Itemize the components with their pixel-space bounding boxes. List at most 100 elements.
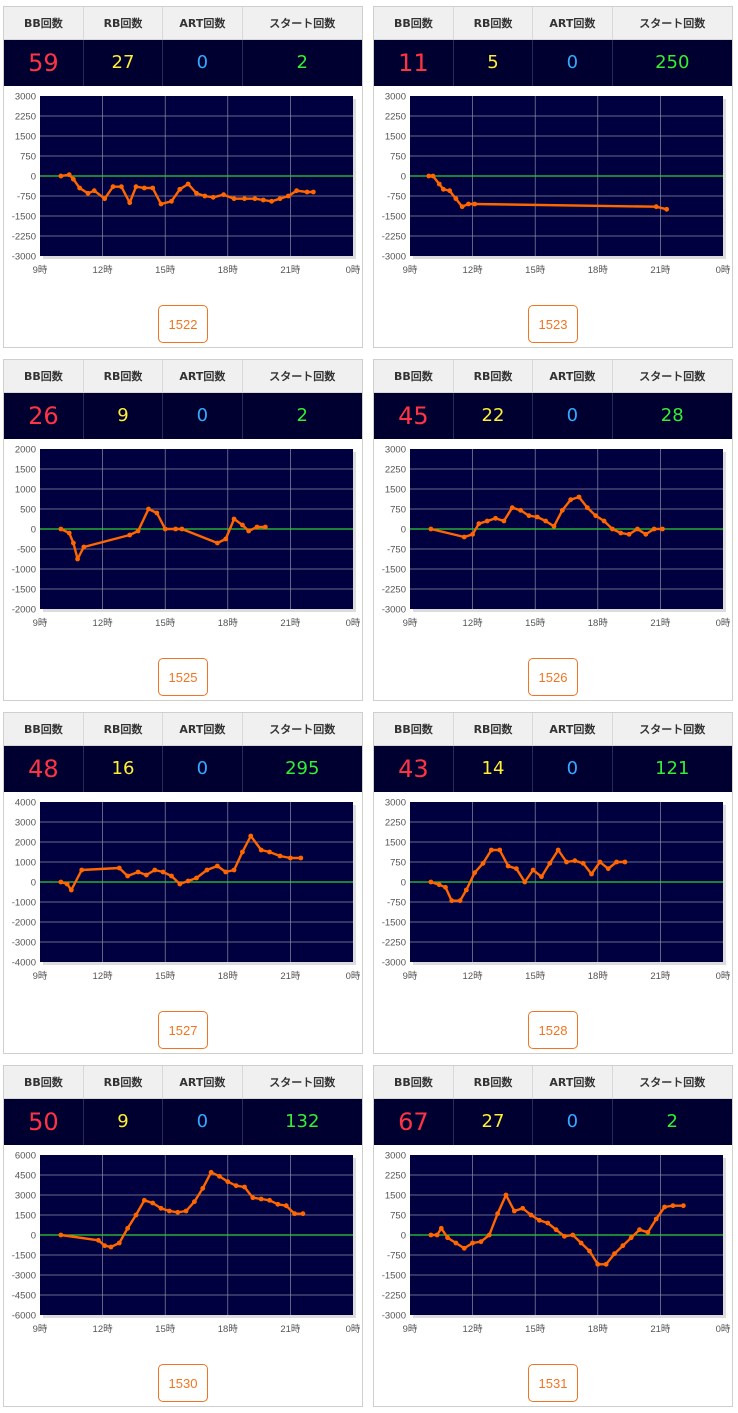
data-point	[204, 867, 210, 873]
art-count: 0	[162, 39, 243, 86]
start-count: 2	[612, 1098, 732, 1145]
rb-count: 14	[453, 745, 534, 792]
data-point	[285, 193, 291, 199]
data-point	[651, 526, 657, 532]
x-tick-label: 12時	[463, 265, 484, 276]
machine-number-button[interactable]: 1522	[158, 305, 208, 343]
x-tick-label: 9時	[403, 971, 418, 982]
machine-number-button[interactable]: 1527	[158, 1011, 208, 1049]
bb-count: 45	[374, 392, 454, 439]
data-point	[572, 858, 578, 864]
data-point	[248, 833, 254, 839]
data-point	[428, 879, 434, 885]
data-point	[231, 196, 237, 202]
data-point	[240, 849, 245, 855]
data-point	[562, 1233, 567, 1239]
y-tick-label: -2000	[12, 605, 36, 616]
data-point	[449, 898, 455, 904]
data-point	[85, 190, 91, 196]
data-point	[179, 526, 185, 532]
data-point	[217, 1173, 222, 1179]
data-point	[593, 513, 599, 519]
start-header: スタート回数	[242, 1066, 362, 1099]
data-point	[202, 193, 208, 199]
bb-header: BB回数	[4, 713, 84, 746]
y-tick-label: -3000	[12, 938, 36, 949]
data-point	[466, 201, 471, 207]
data-point	[162, 526, 168, 532]
x-tick-label: 9時	[33, 971, 48, 982]
bb-header: BB回数	[374, 360, 454, 393]
data-point	[534, 514, 540, 520]
y-tick-label: -2250	[382, 938, 406, 949]
y-tick-label: 750	[390, 858, 406, 869]
data-point	[570, 1232, 576, 1238]
y-tick-label: 6000	[15, 1151, 36, 1162]
machine-number-button[interactable]: 1526	[528, 658, 578, 696]
x-tick-label: 15時	[155, 971, 176, 982]
data-point	[127, 200, 133, 206]
data-point	[522, 879, 528, 885]
rb-header: RB回数	[453, 1066, 534, 1099]
stats-table: BB回数 RB回数 ART回数 スタート回数 45 22 0 28	[374, 360, 732, 439]
data-point	[543, 518, 549, 524]
y-tick-label: 1500	[385, 1191, 406, 1202]
x-tick-label: 0時	[346, 618, 361, 629]
y-tick-label: 0	[401, 1231, 406, 1242]
data-point	[110, 184, 116, 190]
y-tick-label: -1000	[12, 898, 36, 909]
y-tick-label: 3000	[385, 798, 406, 809]
stats-table: BB回数 RB回数 ART回数 スタート回数 11 5 0 250	[374, 7, 732, 86]
data-point	[166, 1208, 172, 1214]
y-tick-label: -3000	[382, 605, 406, 616]
x-tick-label: 0時	[346, 265, 361, 276]
machine-number-button[interactable]: 1531	[528, 1364, 578, 1402]
start-header: スタート回数	[612, 360, 732, 393]
y-tick-label: 1500	[385, 132, 406, 143]
data-point	[150, 1200, 156, 1206]
x-tick-label: 18時	[588, 265, 609, 276]
x-tick-label: 21時	[280, 1324, 301, 1335]
start-count: 121	[612, 745, 732, 792]
x-tick-label: 18時	[588, 971, 609, 982]
data-point	[277, 196, 283, 202]
data-point	[547, 860, 553, 866]
machine-number-button[interactable]: 1525	[158, 658, 208, 696]
machine-number-button[interactable]: 1523	[528, 305, 578, 343]
data-point	[70, 176, 76, 182]
x-tick-label: 15時	[525, 265, 546, 276]
data-point	[653, 1216, 659, 1222]
data-point	[578, 1240, 584, 1246]
y-tick-label: -1500	[12, 212, 36, 223]
data-point	[194, 190, 199, 196]
data-point	[144, 872, 149, 878]
data-point	[653, 204, 659, 210]
x-tick-label: 12時	[93, 618, 114, 629]
start-header: スタート回数	[612, 713, 732, 746]
x-tick-label: 21時	[650, 618, 671, 629]
data-point	[118, 184, 124, 190]
y-tick-label: -1000	[12, 565, 36, 576]
y-tick-label: 4000	[15, 798, 36, 809]
data-point	[79, 867, 85, 873]
machine-number-button[interactable]: 1528	[528, 1011, 578, 1049]
y-tick-label: -6000	[12, 1311, 36, 1322]
data-point	[221, 192, 227, 198]
y-tick-label: 1500	[15, 1211, 36, 1222]
data-point	[292, 1211, 297, 1217]
bb-header: BB回数	[4, 7, 84, 40]
data-point	[250, 1195, 256, 1201]
machine-card-1525: BB回数 RB回数 ART回数 スタート回数 26 9 0 2 2000 1500…	[3, 359, 363, 701]
start-count: 132	[242, 1098, 362, 1145]
data-point	[68, 887, 74, 893]
data-point	[141, 1197, 147, 1203]
data-point	[267, 849, 272, 855]
machine-number-button[interactable]: 1530	[158, 1364, 208, 1402]
data-point	[457, 898, 463, 904]
data-point	[169, 198, 174, 204]
machine-card-1531: BB回数 RB回数 ART回数 スタート回数 67 27 0 2 3000 225…	[373, 1065, 733, 1407]
data-point	[225, 1179, 231, 1185]
rb-header: RB回数	[83, 360, 164, 393]
data-point	[58, 1232, 64, 1238]
